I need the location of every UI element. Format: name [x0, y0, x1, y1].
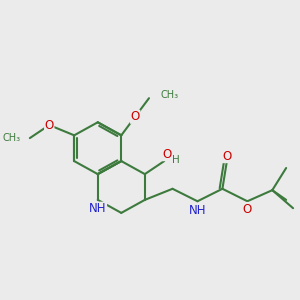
- Text: O: O: [222, 150, 231, 163]
- Text: H: H: [172, 155, 180, 165]
- Text: CH₃: CH₃: [2, 133, 20, 143]
- Text: O: O: [130, 110, 140, 123]
- Text: O: O: [45, 118, 54, 132]
- Text: CH₃: CH₃: [160, 90, 178, 100]
- Text: O: O: [162, 148, 172, 161]
- Text: O: O: [243, 202, 252, 215]
- Text: NH: NH: [89, 202, 106, 215]
- Text: NH: NH: [189, 204, 206, 217]
